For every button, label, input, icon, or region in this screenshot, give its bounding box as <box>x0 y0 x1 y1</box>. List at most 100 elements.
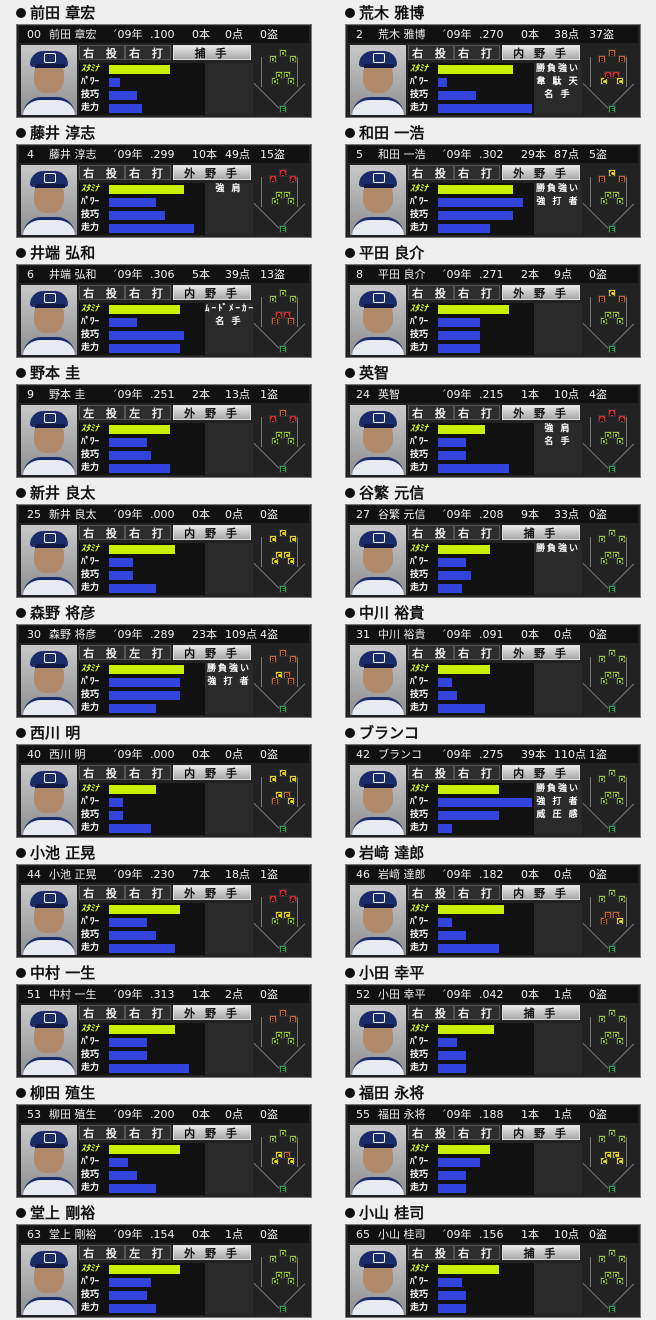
ability-bars: ｽﾀﾐﾅ ﾊﾟﾜｰ 技巧 走力 <box>408 63 534 115</box>
player-card[interactable]: 荒木 雅博 2 荒木 雅博 ´09年 .270 0本 38点 37盗右 投右 打内 野 手 ｽﾀ… <box>345 2 641 118</box>
stat-year: ´09年 <box>112 988 143 1001</box>
stat-row-power: ﾊﾟﾜｰ <box>79 556 205 569</box>
stat-row-technique: 技巧 <box>79 449 205 462</box>
ability-label: 名 手 <box>215 317 243 327</box>
player-name: 荒木 雅博 <box>345 2 424 24</box>
position-tag: 外 野 手 <box>502 645 580 660</box>
special-abilities <box>534 1143 582 1195</box>
season-stats-row: 27 谷繁 元信 ´09年 .208 9本 33点 0盗 <box>348 506 638 523</box>
stat-sb: 4盗 <box>589 388 607 401</box>
cap-shape <box>359 411 397 427</box>
season-stats-row: 42 ブランコ ´09年 .275 39本 110点 1盗 <box>348 746 638 763</box>
player-photo <box>21 405 77 475</box>
stat-row-power: ﾊﾟﾜｰ <box>79 1156 205 1169</box>
player-card[interactable]: 谷繁 元信 27 谷繁 元信 ´09年 .208 9本 33点 0盗右 投右 打捕 手 ｽﾀﾐﾅ… <box>345 482 641 598</box>
player-card[interactable]: 西川 明 40 西川 明 ´09年 .000 0本 0点 0盗右 投右 打内 野 手 ｽﾀﾐﾅ ﾊ… <box>16 722 312 838</box>
field-grade-c: E <box>279 945 287 954</box>
player-card[interactable]: 堂上 剛裕 63 堂上 剛裕 ´09年 .154 0本 1点 0盗右 投左 打外 野 手 ｽﾀﾐ… <box>16 1202 312 1318</box>
field-grade-cf: D <box>608 1129 616 1138</box>
stat-rbi: 110点 <box>554 748 586 761</box>
player-card[interactable]: 森野 将彦 30 森野 将彦 ´09年 .289 23本 109点 4盗右 投左 打内 野 手… <box>16 602 312 718</box>
field-line <box>626 417 627 447</box>
player-card[interactable]: 和田 一浩 5 和田 一浩 ´09年 .302 29本 87点 5盗右 投右 打外 野 手 ｽﾀ… <box>345 122 641 238</box>
label-power: ﾊﾟﾜｰ <box>410 1277 429 1287</box>
bar-stamina <box>438 305 509 314</box>
bat-hand-tag: 右 打 <box>125 45 171 60</box>
cap-shape <box>359 891 397 907</box>
position-tag: 外 野 手 <box>173 405 251 420</box>
label-power: ﾊﾟﾜｰ <box>410 197 429 207</box>
label-power: ﾊﾟﾜｰ <box>410 677 429 687</box>
stat-row-speed: 走力 <box>79 1302 205 1315</box>
label-power: ﾊﾟﾜｰ <box>410 917 429 927</box>
player-card[interactable]: 小池 正晃 44 小池 正晃 ´09年 .230 7本 18点 1盗右 投右 打外 野 手 ｽﾀ… <box>16 842 312 958</box>
player-card[interactable]: 中村 一生 51 中村 一生 ´09年 .313 1本 2点 0盗右 投右 打外 野 手 ｽﾀﾐ… <box>16 962 312 1078</box>
stat-avg: .275 <box>479 748 504 761</box>
player-panel: 46 岩﨑 達郎 ´09年 .182 0本 0点 0盗右 投右 打内 野 手 ｽﾀﾐﾅ ﾊﾟﾜｰ… <box>345 864 641 958</box>
bar-power <box>109 1158 128 1167</box>
stat-row-power: ﾊﾟﾜｰ <box>408 436 534 449</box>
stat-row-power: ﾊﾟﾜｰ <box>79 196 205 209</box>
player-card[interactable]: 中川 裕貴 31 中川 裕貴 ´09年 .091 0本 0点 0盗右 投右 打外 野 手 ｽﾀﾐ… <box>345 602 641 718</box>
position-tag: 捕 手 <box>502 1005 580 1020</box>
player-card[interactable]: 井端 弘和 6 井端 弘和 ´09年 .306 5本 39点 13盗右 投右 打内 野 手 ｽﾀ… <box>16 242 312 358</box>
player-name: 小山 桂司 <box>345 1202 424 1224</box>
bar-power <box>438 1158 480 1167</box>
player-card[interactable]: 小山 桂司 65 小山 桂司 ´09年 .156 1本 10点 0盗右 投右 打捕 手 ｽﾀﾐﾅ… <box>345 1202 641 1318</box>
field-grade-ss: C <box>604 1151 612 1160</box>
position-tag: 内 野 手 <box>502 1125 580 1140</box>
field-grade-rf: D <box>618 775 626 784</box>
player-card[interactable]: 前田 章宏 00 前田 章宏 ´09年 .100 0本 0点 0盗右 投右 打捕 手 ｽﾀﾐﾅ ﾊ… <box>16 2 312 118</box>
player-name: ブランコ <box>345 722 419 744</box>
stat-row-speed: 走力 <box>408 582 534 595</box>
field-line <box>626 297 627 327</box>
field-grade-rf: D <box>618 1255 626 1264</box>
position-tag: 外 野 手 <box>502 285 580 300</box>
bar-stamina <box>109 1145 180 1154</box>
ability-bars: ｽﾀﾐﾅ ﾊﾟﾜｰ 技巧 走力 <box>408 663 534 715</box>
field-grade-c: E <box>608 1065 616 1074</box>
ability-bars: ｽﾀﾐﾅ ﾊﾟﾜｰ 技巧 走力 <box>408 903 534 955</box>
player-card[interactable]: 福田 永将 55 福田 永将 ´09年 .188 1本 1点 0盗右 投右 打内 野 手 ｽﾀﾐ… <box>345 1082 641 1198</box>
stat-year: ´09年 <box>441 268 472 281</box>
field-line <box>253 922 280 949</box>
player-panel: 53 柳田 殖生 ´09年 .200 0本 0点 0盗右 投右 打内 野 手 ｽﾀﾐﾅ ﾊﾟﾜｰ… <box>16 1104 312 1198</box>
label-speed: 走力 <box>410 703 429 713</box>
cap-shape <box>359 291 397 307</box>
stat-rbi: 0点 <box>225 1108 243 1121</box>
field-line <box>590 177 591 207</box>
stat-year: ´09年 <box>112 268 143 281</box>
jersey-shape <box>352 457 404 475</box>
ability-bars: ｽﾀﾐﾅ ﾊﾟﾜｰ 技巧 走力 <box>408 1023 534 1075</box>
cap-bill <box>364 784 394 788</box>
player-card[interactable]: 藤井 淳志 4 藤井 淳志 ´09年 .299 10本 49点 15盗右 投右 打外 野 手 ｽ… <box>16 122 312 238</box>
bar-speed <box>109 584 156 593</box>
stat-avg: .271 <box>479 268 504 281</box>
player-card[interactable]: 英智 24 英智 ´09年 .215 1本 10点 4盗右 投右 打外 野 手 ｽﾀﾐﾅ ﾊﾟﾜｰ… <box>345 362 641 478</box>
label-speed: 走力 <box>410 103 429 113</box>
player-card[interactable]: 岩﨑 達郎 46 岩﨑 達郎 ´09年 .182 0本 0点 0盗右 投右 打内 野 手 ｽﾀﾐ… <box>345 842 641 958</box>
stat-year: ´09年 <box>441 508 472 521</box>
field-line <box>626 897 627 927</box>
label-stamina: ｽﾀﾐﾅ <box>81 184 100 194</box>
player-panel: 4 藤井 淳志 ´09年 .299 10本 49点 15盗右 投右 打外 野 手 ｽﾀﾐﾅ ﾊﾟ… <box>16 144 312 238</box>
stat-num: 8 <box>356 268 363 281</box>
label-speed: 走力 <box>410 943 429 953</box>
player-photo <box>350 645 406 715</box>
field-line <box>297 777 298 807</box>
player-card[interactable]: 小田 幸平 52 小田 幸平 ´09年 .042 0本 1点 0盗右 投右 打捕 手 ｽﾀﾐﾅ ﾊ… <box>345 962 641 1078</box>
player-card[interactable]: 柳田 殖生 53 柳田 殖生 ´09年 .200 0本 0点 0盗右 投右 打内 野 手 ｽﾀﾐ… <box>16 1082 312 1198</box>
label-speed: 走力 <box>410 823 429 833</box>
field-grade-ss: D <box>275 1031 283 1040</box>
special-abilities <box>534 903 582 955</box>
stat-row-speed: 走力 <box>408 1182 534 1195</box>
stat-num: 27 <box>356 508 370 521</box>
stat-num: 52 <box>356 988 370 1001</box>
player-photo <box>21 45 77 115</box>
player-card[interactable]: ブランコ 42 ブランコ ´09年 .275 39本 110点 1盗右 投右 打内 野 手 ｽﾀ… <box>345 722 641 838</box>
player-card[interactable]: 野本 圭 9 野本 圭 ´09年 .251 2本 13点 1盗左 投左 打外 野 手 ｽﾀﾐﾅ ﾊ… <box>16 362 312 478</box>
season-stats-row: 52 小田 幸平 ´09年 .042 0本 1点 0盗 <box>348 986 638 1003</box>
player-card[interactable]: 平田 良介 8 平田 良介 ´09年 .271 2本 9点 0盗右 投右 打外 野 手 ｽﾀﾐﾅ… <box>345 242 641 358</box>
player-card[interactable]: 新井 良太 25 新井 良太 ´09年 .000 0本 0点 0盗右 投右 打内 野 手 ｽﾀﾐ… <box>16 482 312 598</box>
